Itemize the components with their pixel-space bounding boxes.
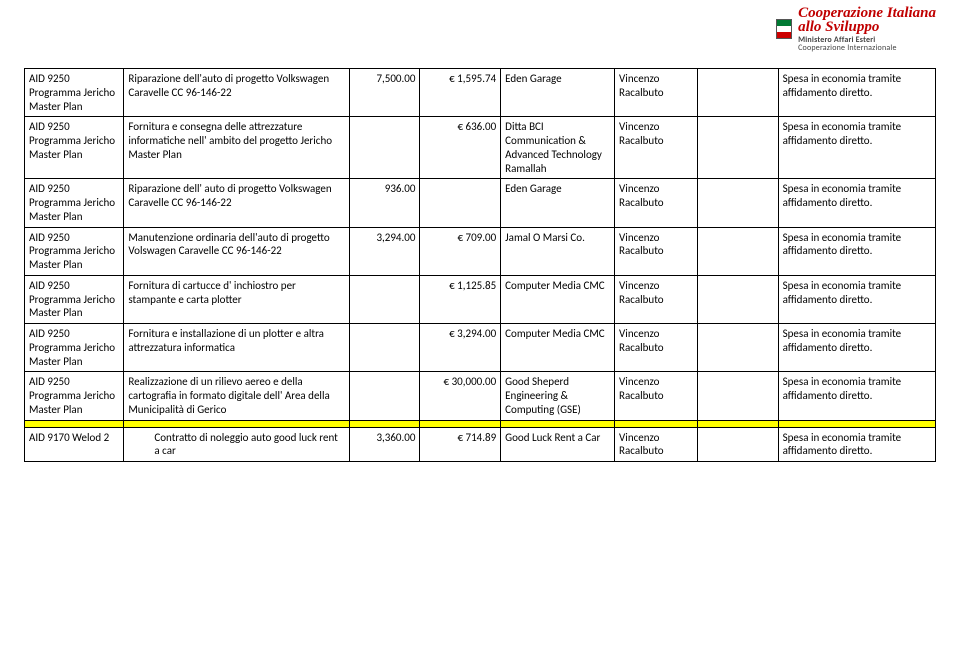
table-row: AID 9250 Programma Jericho Master PlanFo… bbox=[25, 275, 936, 323]
logo-line2: allo Sviluppo bbox=[798, 20, 936, 36]
cell-project: AID 9250 Programma Jericho Master Plan bbox=[25, 275, 124, 323]
table-row: AID 9250 Programma Jericho Master PlanFo… bbox=[25, 117, 936, 179]
cell-amount1: 7,500.00 bbox=[350, 69, 420, 117]
cell-description: Fornitura e installazione di un plotter … bbox=[124, 324, 350, 372]
cell-blank bbox=[697, 179, 778, 227]
cell-amount2: € 636.00 bbox=[420, 117, 501, 179]
cell-amount2: € 709.00 bbox=[420, 227, 501, 275]
table-row: AID 9250 Programma Jericho Master PlanRi… bbox=[25, 69, 936, 117]
cell-amount2: € 1,595.74 bbox=[420, 69, 501, 117]
cell-amount1 bbox=[350, 324, 420, 372]
cell-amount1: 3,360.00 bbox=[350, 427, 420, 462]
cell-amount2 bbox=[420, 179, 501, 227]
cell-description: Realizzazione di un rilievo aereo e dell… bbox=[124, 372, 350, 420]
cell-project: AID 9250 Programma Jericho Master Plan bbox=[25, 179, 124, 227]
cell-person: Vincenzo Racalbuto bbox=[615, 427, 698, 462]
cell-vendor: Ditta BCI Communication & Advanced Techn… bbox=[501, 117, 615, 179]
cell-blank bbox=[697, 275, 778, 323]
cell-amount2: € 30,000.00 bbox=[420, 372, 501, 420]
cell-note: Spesa in economia tramite affidamento di… bbox=[778, 372, 935, 420]
cell-note: Spesa in economia tramite affidamento di… bbox=[778, 69, 935, 117]
cell-description: Riparazione dell' auto di progetto Volks… bbox=[124, 179, 350, 227]
cell-vendor: Computer Media CMC bbox=[501, 275, 615, 323]
cell-note: Spesa in economia tramite affidamento di… bbox=[778, 179, 935, 227]
cell-note: Spesa in economia tramite affidamento di… bbox=[778, 117, 935, 179]
cell-person: Vincenzo Racalbuto bbox=[615, 324, 698, 372]
cell-blank bbox=[697, 117, 778, 179]
header-logo: Cooperazione Italiana allo Sviluppo Mini… bbox=[776, 6, 936, 52]
data-table: AID 9250 Programma Jericho Master PlanRi… bbox=[24, 68, 936, 462]
cell-vendor: Good Sheperd Engineering & Computing (GS… bbox=[501, 372, 615, 420]
cell-description: Manutenzione ordinaria dell'auto di prog… bbox=[124, 227, 350, 275]
cell-project: AID 9250 Programma Jericho Master Plan bbox=[25, 117, 124, 179]
separator-row bbox=[25, 420, 936, 427]
cell-person: Vincenzo Racalbuto bbox=[615, 179, 698, 227]
cell-description: Fornitura di cartucce d' inchiostro per … bbox=[124, 275, 350, 323]
cell-amount2: € 3,294.00 bbox=[420, 324, 501, 372]
cell-vendor: Jamal O Marsi Co. bbox=[501, 227, 615, 275]
cell-blank bbox=[697, 227, 778, 275]
cell-vendor: Good Luck Rent a Car bbox=[501, 427, 615, 462]
logo-sub2: Cooperazione Internazionale bbox=[798, 44, 936, 52]
cell-note: Spesa in economia tramite affidamento di… bbox=[778, 324, 935, 372]
cell-description: Fornitura e consegna delle attrezzature … bbox=[124, 117, 350, 179]
cell-project: AID 9170 Welod 2 bbox=[25, 427, 124, 462]
cell-amount1: 3,294.00 bbox=[350, 227, 420, 275]
cell-project: AID 9250 Programma Jericho Master Plan bbox=[25, 372, 124, 420]
cell-amount1 bbox=[350, 275, 420, 323]
cell-person: Vincenzo Racalbuto bbox=[615, 227, 698, 275]
cell-vendor: Eden Garage bbox=[501, 69, 615, 117]
cell-person: Vincenzo Racalbuto bbox=[615, 117, 698, 179]
cell-description: Riparazione dell'auto di progetto Volksw… bbox=[124, 69, 350, 117]
cell-amount2: € 1,125.85 bbox=[420, 275, 501, 323]
table-row: AID 9170 Welod 2Contratto di noleggio au… bbox=[25, 427, 936, 462]
table-row: AID 9250 Programma Jericho Master PlanRi… bbox=[25, 179, 936, 227]
table-row: AID 9250 Programma Jericho Master PlanMa… bbox=[25, 227, 936, 275]
cell-amount1 bbox=[350, 372, 420, 420]
cell-project: AID 9250 Programma Jericho Master Plan bbox=[25, 324, 124, 372]
cell-person: Vincenzo Racalbuto bbox=[615, 69, 698, 117]
cell-project: AID 9250 Programma Jericho Master Plan bbox=[25, 69, 124, 117]
cell-note: Spesa in economia tramite affidamento di… bbox=[778, 275, 935, 323]
cell-amount2: € 714.89 bbox=[420, 427, 501, 462]
cell-project: AID 9250 Programma Jericho Master Plan bbox=[25, 227, 124, 275]
cell-amount1 bbox=[350, 117, 420, 179]
cell-blank bbox=[697, 69, 778, 117]
cell-note: Spesa in economia tramite affidamento di… bbox=[778, 227, 935, 275]
cell-vendor: Eden Garage bbox=[501, 179, 615, 227]
table-row: AID 9250 Programma Jericho Master PlanFo… bbox=[25, 324, 936, 372]
cell-blank bbox=[697, 427, 778, 462]
cell-amount1: 936.00 bbox=[350, 179, 420, 227]
cell-description: Contratto di noleggio auto good luck ren… bbox=[124, 427, 350, 462]
cell-blank bbox=[697, 372, 778, 420]
cell-person: Vincenzo Racalbuto bbox=[615, 372, 698, 420]
cell-vendor: Computer Media CMC bbox=[501, 324, 615, 372]
flag-icon bbox=[776, 19, 792, 39]
table-row: AID 9250 Programma Jericho Master PlanRe… bbox=[25, 372, 936, 420]
cell-blank bbox=[697, 324, 778, 372]
cell-note: Spesa in economia tramite affidamento di… bbox=[778, 427, 935, 462]
cell-person: Vincenzo Racalbuto bbox=[615, 275, 698, 323]
